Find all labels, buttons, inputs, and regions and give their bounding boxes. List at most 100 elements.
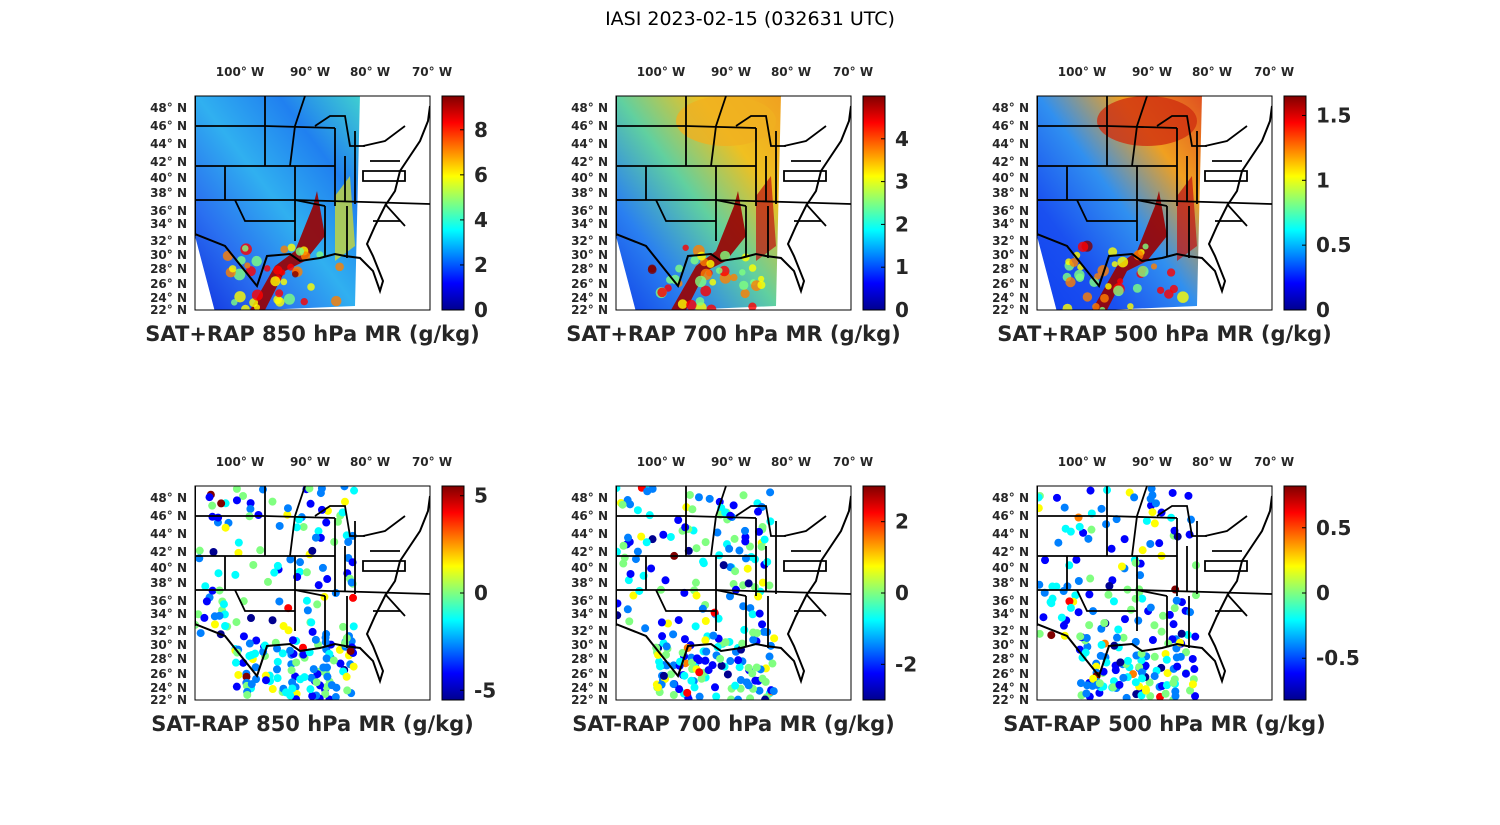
data-point — [1054, 538, 1063, 547]
lat-label: 34° N — [150, 217, 187, 231]
data-point — [757, 280, 766, 289]
lat-label: 26° N — [571, 277, 608, 291]
data-point — [1148, 636, 1157, 645]
state-border — [1204, 560, 1248, 572]
data-point — [1111, 666, 1120, 675]
data-point — [195, 610, 203, 619]
data-point — [1107, 544, 1116, 553]
state-border — [1106, 125, 1178, 129]
state-border — [1131, 486, 1148, 557]
data-point — [635, 586, 644, 595]
data-point — [721, 638, 730, 647]
data-point — [305, 486, 314, 493]
data-point — [709, 631, 718, 640]
data-point — [677, 299, 688, 309]
data-point — [765, 581, 774, 590]
data-point — [754, 527, 763, 536]
colorbar-tick-label: 3 — [895, 170, 909, 194]
lat-label: 36° N — [571, 594, 608, 608]
data-point — [336, 659, 345, 668]
data-point — [669, 680, 678, 689]
data-point — [1137, 265, 1149, 277]
data-point — [726, 511, 735, 520]
data-point — [739, 280, 749, 290]
data-point — [234, 538, 243, 547]
data-point — [1146, 539, 1155, 548]
data-point — [232, 682, 241, 691]
data-point — [1041, 556, 1050, 565]
data-point — [657, 618, 666, 627]
state-border — [264, 515, 336, 519]
data-point — [274, 297, 285, 307]
data-point — [675, 685, 684, 694]
colorbar-tick-label: 1.5 — [1316, 103, 1351, 127]
data-point — [1099, 306, 1106, 310]
lat-label: 32° N — [992, 234, 1029, 248]
panel-label: SAT+RAP 850 hPa MR (g/kg) — [145, 322, 479, 346]
lon-label: 100° W — [216, 65, 264, 79]
data-point — [1077, 241, 1089, 253]
data-point — [278, 649, 287, 658]
data-point — [275, 289, 284, 298]
lat-label: 36° N — [571, 204, 608, 218]
data-point — [735, 663, 744, 672]
data-point — [1150, 621, 1159, 630]
colorbar-tick-label: 1 — [1316, 168, 1330, 192]
data-point — [287, 666, 296, 675]
lat-label: 44° N — [992, 137, 1029, 151]
data-point — [232, 618, 241, 627]
lat-label: 30° N — [571, 638, 608, 652]
data-point — [349, 662, 358, 671]
panel-label: SAT+RAP 500 hPa MR (g/kg) — [997, 322, 1331, 346]
data-point — [720, 250, 731, 261]
map-frame — [194, 95, 431, 311]
data-point — [758, 275, 765, 283]
lat-label: 48° N — [992, 101, 1029, 115]
data-point — [1162, 681, 1171, 690]
data-point — [633, 506, 642, 515]
data-point — [729, 501, 738, 510]
data-point — [209, 548, 218, 557]
data-point — [350, 486, 359, 495]
colorbar-tick-label: 0 — [895, 298, 909, 322]
lat-label: 22° N — [571, 693, 608, 707]
data-point — [1141, 686, 1150, 695]
state-border — [362, 560, 406, 572]
data-point — [768, 659, 777, 668]
colorbar-tick-label: 0 — [1316, 298, 1330, 322]
lon-label: 100° W — [637, 455, 685, 469]
data-point — [748, 302, 757, 310]
state-border — [1037, 589, 1272, 595]
data-point — [1076, 632, 1085, 641]
lat-label: 48° N — [571, 101, 608, 115]
data-point — [292, 270, 299, 278]
lon-label: 90° W — [1132, 455, 1172, 469]
data-point — [1094, 273, 1101, 280]
data-point — [295, 247, 305, 256]
data-point — [327, 681, 336, 690]
data-point — [1142, 243, 1149, 250]
data-point — [1157, 286, 1165, 294]
data-point — [743, 564, 752, 573]
data-point — [201, 582, 210, 591]
data-point — [196, 629, 205, 638]
data-point — [1114, 625, 1123, 634]
data-point — [1159, 611, 1168, 620]
data-point — [723, 670, 732, 679]
state-border — [234, 199, 295, 222]
data-point — [231, 299, 238, 306]
data-point — [746, 694, 755, 700]
data-point — [1150, 263, 1158, 270]
data-point — [229, 265, 237, 273]
data-point — [1191, 591, 1200, 600]
panel-label: SAT+RAP 700 hPa MR (g/kg) — [566, 322, 900, 346]
lat-label: 40° N — [571, 171, 608, 185]
data-point — [1146, 603, 1155, 612]
data-point — [695, 692, 704, 700]
data-point — [620, 553, 629, 562]
data-point — [1131, 594, 1140, 603]
panel-label: SAT-RAP 700 hPa MR (g/kg) — [572, 712, 895, 736]
lat-label: 38° N — [571, 576, 608, 590]
map-panel-2: 100° W 90° W 80° W 70° W 48° N 46° N 44° N 42° … — [566, 65, 909, 346]
lon-label: 70° W — [833, 65, 873, 79]
